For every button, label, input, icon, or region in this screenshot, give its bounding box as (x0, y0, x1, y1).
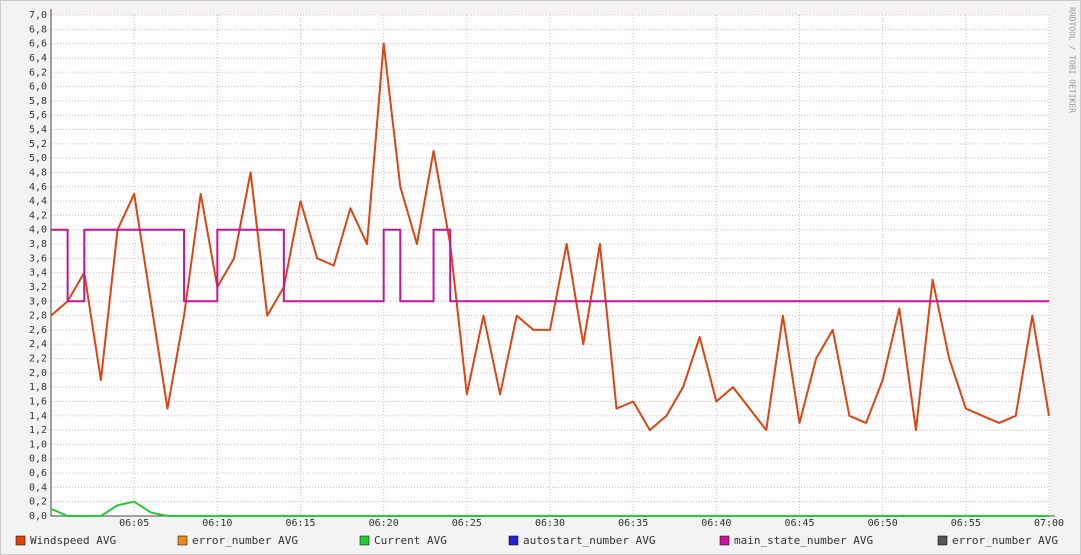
y-tick-label: 2,0 (29, 368, 47, 379)
y-tick-label: 3,2 (29, 282, 47, 293)
y-tick-label: 3,0 (29, 296, 47, 307)
y-tick-label: 6,8 (29, 24, 47, 35)
y-tick-label: 6,6 (29, 39, 47, 50)
y-tick-label: 0,4 (29, 482, 47, 493)
x-tick-label: 06:55 (951, 518, 981, 529)
y-tick-label: 2,4 (29, 339, 47, 350)
y-tick-label: 1,6 (29, 396, 47, 407)
y-tick-label: 3,8 (29, 239, 47, 250)
legend-swatch (177, 535, 188, 546)
legend-label: autostart_number AVG (523, 534, 655, 547)
y-tick-label: 2,6 (29, 325, 47, 336)
y-tick-label: 7,0 (29, 10, 47, 21)
y-tick-label: 6,2 (29, 67, 47, 78)
legend-label: error_number AVG (952, 534, 1058, 547)
y-tick-label: 5,0 (29, 153, 47, 164)
y-tick-label: 4,2 (29, 210, 47, 221)
x-tick-label: 06:05 (119, 518, 149, 529)
watermark: RRDTOOL / TOBI OETIKER (1068, 7, 1077, 113)
y-tick-label: 1,0 (29, 439, 47, 450)
legend-swatch (719, 535, 730, 546)
x-tick-label: 06:25 (452, 518, 482, 529)
legend-swatch (508, 535, 519, 546)
y-tick-label: 3,4 (29, 268, 47, 279)
legend-label: Windspeed AVG (30, 534, 116, 547)
y-tick-label: 3,6 (29, 253, 47, 264)
series-line (51, 228, 1049, 303)
y-tick-label: 0,2 (29, 497, 47, 508)
y-tick-label: 5,8 (29, 96, 47, 107)
y-tick-label: 5,6 (29, 110, 47, 121)
y-tick-label: 4,0 (29, 225, 47, 236)
x-tick-label: 06:50 (868, 518, 898, 529)
y-tick-label: 5,2 (29, 139, 47, 150)
y-tick-label: 1,2 (29, 425, 47, 436)
x-tick-label: 06:10 (202, 518, 232, 529)
y-tick-label: 1,8 (29, 382, 47, 393)
x-tick-label: 06:35 (618, 518, 648, 529)
legend-swatch (359, 535, 370, 546)
x-tick-label: 06:20 (369, 518, 399, 529)
y-tick-label: 1,4 (29, 411, 47, 422)
series-line (50, 500, 1049, 517)
x-tick-label: 06:45 (784, 518, 814, 529)
legend-label: error_number AVG (192, 534, 298, 547)
legend-label: Current AVG (374, 534, 447, 547)
x-tick-label: 07:00 (1034, 518, 1064, 529)
y-tick-label: 4,8 (29, 167, 47, 178)
y-tick-label: 2,2 (29, 354, 47, 365)
y-tick-label: 0,0 (29, 511, 47, 522)
x-tick-label: 06:15 (285, 518, 315, 529)
legend-swatch (15, 535, 26, 546)
y-tick-label: 6,0 (29, 82, 47, 93)
y-tick-label: 2,8 (29, 311, 47, 322)
y-tick-label: 5,4 (29, 125, 47, 136)
legend-label: main_state_number AVG (734, 534, 873, 547)
x-tick-label: 06:30 (535, 518, 565, 529)
legend-swatch (937, 535, 948, 546)
y-tick-label: 4,6 (29, 182, 47, 193)
y-tick-label: 0,8 (29, 454, 47, 465)
y-tick-label: 4,4 (29, 196, 47, 207)
x-tick-label: 06:40 (701, 518, 731, 529)
y-tick-label: 0,6 (29, 468, 47, 479)
y-tick-label: 6,4 (29, 53, 47, 64)
